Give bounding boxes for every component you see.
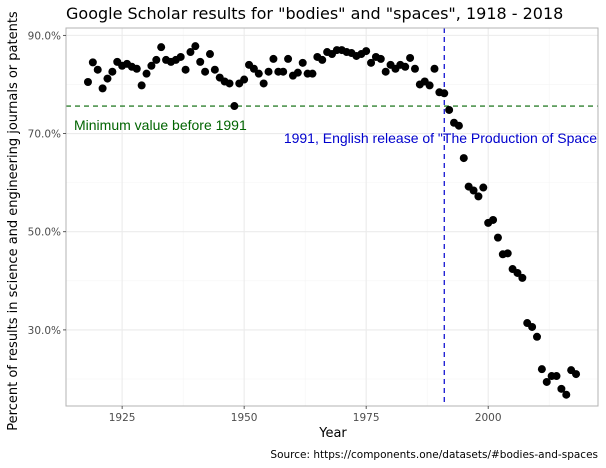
data-point	[430, 64, 439, 73]
data-point	[445, 105, 454, 114]
data-point	[196, 57, 205, 66]
y-axis-title: Percent of results in science and engine…	[6, 11, 21, 431]
data-point	[142, 69, 151, 78]
data-point	[186, 48, 195, 57]
x-tick-label: 2000	[475, 412, 502, 424]
data-point	[513, 268, 522, 277]
x-axis-title: Year	[318, 426, 347, 441]
grid	[66, 28, 598, 406]
data-point	[298, 58, 307, 67]
data-point	[318, 55, 327, 64]
data-point	[210, 65, 219, 74]
data-point	[279, 67, 288, 76]
release-label: 1991, English release of "The Production…	[284, 130, 597, 146]
y-tick-label: 50.0%	[28, 227, 61, 239]
data-point	[137, 81, 146, 90]
data-point	[88, 58, 97, 67]
data-point	[83, 78, 92, 86]
data-point	[493, 233, 502, 242]
data-point	[469, 186, 478, 195]
data-point	[157, 43, 166, 52]
data-point	[425, 81, 434, 90]
data-point	[201, 67, 210, 76]
data-point	[410, 64, 419, 73]
data-point	[381, 67, 390, 76]
data-point	[474, 192, 483, 201]
data-point	[503, 249, 512, 258]
data-point	[572, 370, 581, 379]
data-point	[132, 64, 141, 73]
data-point	[259, 79, 268, 88]
data-point	[440, 89, 449, 98]
data-point	[489, 215, 498, 224]
data-point	[249, 64, 258, 73]
data-point	[98, 84, 107, 93]
min-value-label: Minimum value before 1991	[74, 117, 247, 133]
data-point	[284, 54, 293, 63]
data-point	[542, 377, 551, 386]
data-point	[528, 322, 537, 331]
data-point	[264, 67, 273, 76]
data-point	[269, 54, 278, 63]
y-axis-ticks: 30.0% 50.0% 70.0% 90.0%	[28, 30, 66, 337]
data-point	[557, 384, 566, 393]
data-point	[181, 65, 190, 74]
y-tick-label: 70.0%	[28, 129, 61, 141]
data-point	[518, 273, 527, 282]
data-point	[230, 102, 239, 111]
data-point	[254, 69, 263, 78]
data-point	[532, 332, 541, 341]
data-point	[362, 47, 371, 56]
data-point	[205, 50, 214, 59]
x-tick-label: 1925	[109, 412, 136, 424]
data-point	[406, 53, 415, 62]
data-point	[308, 69, 317, 78]
data-point	[147, 61, 156, 70]
panel-border	[65, 27, 599, 407]
data-point	[479, 183, 488, 192]
data-point	[537, 365, 546, 374]
data-point	[367, 58, 376, 67]
y-tick-label: 90.0%	[28, 30, 61, 42]
chart-title: Google Scholar results for "bodies" and …	[66, 4, 563, 23]
data-point	[176, 52, 185, 61]
data-point	[454, 121, 463, 130]
y-tick-label: 30.0%	[28, 325, 61, 337]
data-points	[83, 42, 581, 399]
x-axis-ticks: 1925 1950 1975 2000	[109, 406, 502, 424]
data-point	[191, 42, 200, 51]
data-point	[376, 54, 385, 63]
data-point	[93, 65, 102, 74]
x-tick-label: 1975	[353, 412, 380, 424]
data-point	[103, 74, 112, 83]
data-point	[293, 68, 302, 77]
data-point	[552, 372, 561, 381]
data-point	[459, 154, 468, 163]
data-point	[152, 55, 161, 64]
data-point	[401, 62, 410, 71]
data-point	[225, 79, 234, 88]
data-point	[108, 67, 117, 76]
source-caption: Source: https://components.one/datasets/…	[270, 449, 598, 461]
data-point	[562, 390, 571, 399]
x-tick-label: 1950	[231, 412, 258, 424]
data-point	[240, 75, 249, 84]
